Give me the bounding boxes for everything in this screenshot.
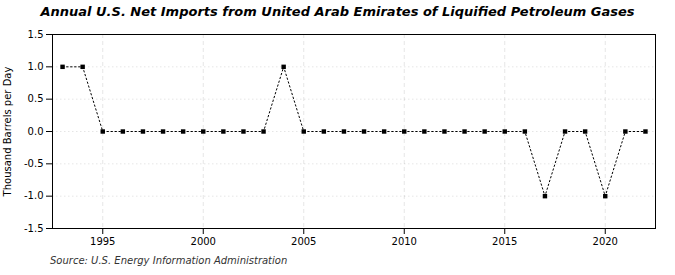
svg-text:2000: 2000 [191, 236, 216, 247]
svg-text:1.0: 1.0 [28, 61, 44, 72]
svg-text:2005: 2005 [291, 236, 316, 247]
html-text:Source: U.S. Energy Informatio: Source: U.S. Energy Information Administ… [50, 255, 288, 266]
svg-text:2015: 2015 [492, 236, 517, 247]
svg-text:0.0: 0.0 [28, 126, 44, 137]
svg-text:2010: 2010 [392, 236, 417, 247]
svg-text:2020: 2020 [593, 236, 618, 247]
html-text:Annual U.S. Net Imports from U: Annual U.S. Net Imports from United Arab… [40, 4, 635, 19]
svg-text:-1.0: -1.0 [24, 190, 44, 201]
svg-text:-0.5: -0.5 [24, 158, 44, 169]
svg-text:0.5: 0.5 [28, 93, 44, 104]
svg-text:-1.5: -1.5 [24, 223, 44, 234]
svg-text:Thousand Barrels per Day: Thousand Barrels per Day [2, 67, 13, 198]
svg-text:1995: 1995 [90, 236, 115, 247]
svg-text:1.5: 1.5 [28, 29, 44, 40]
